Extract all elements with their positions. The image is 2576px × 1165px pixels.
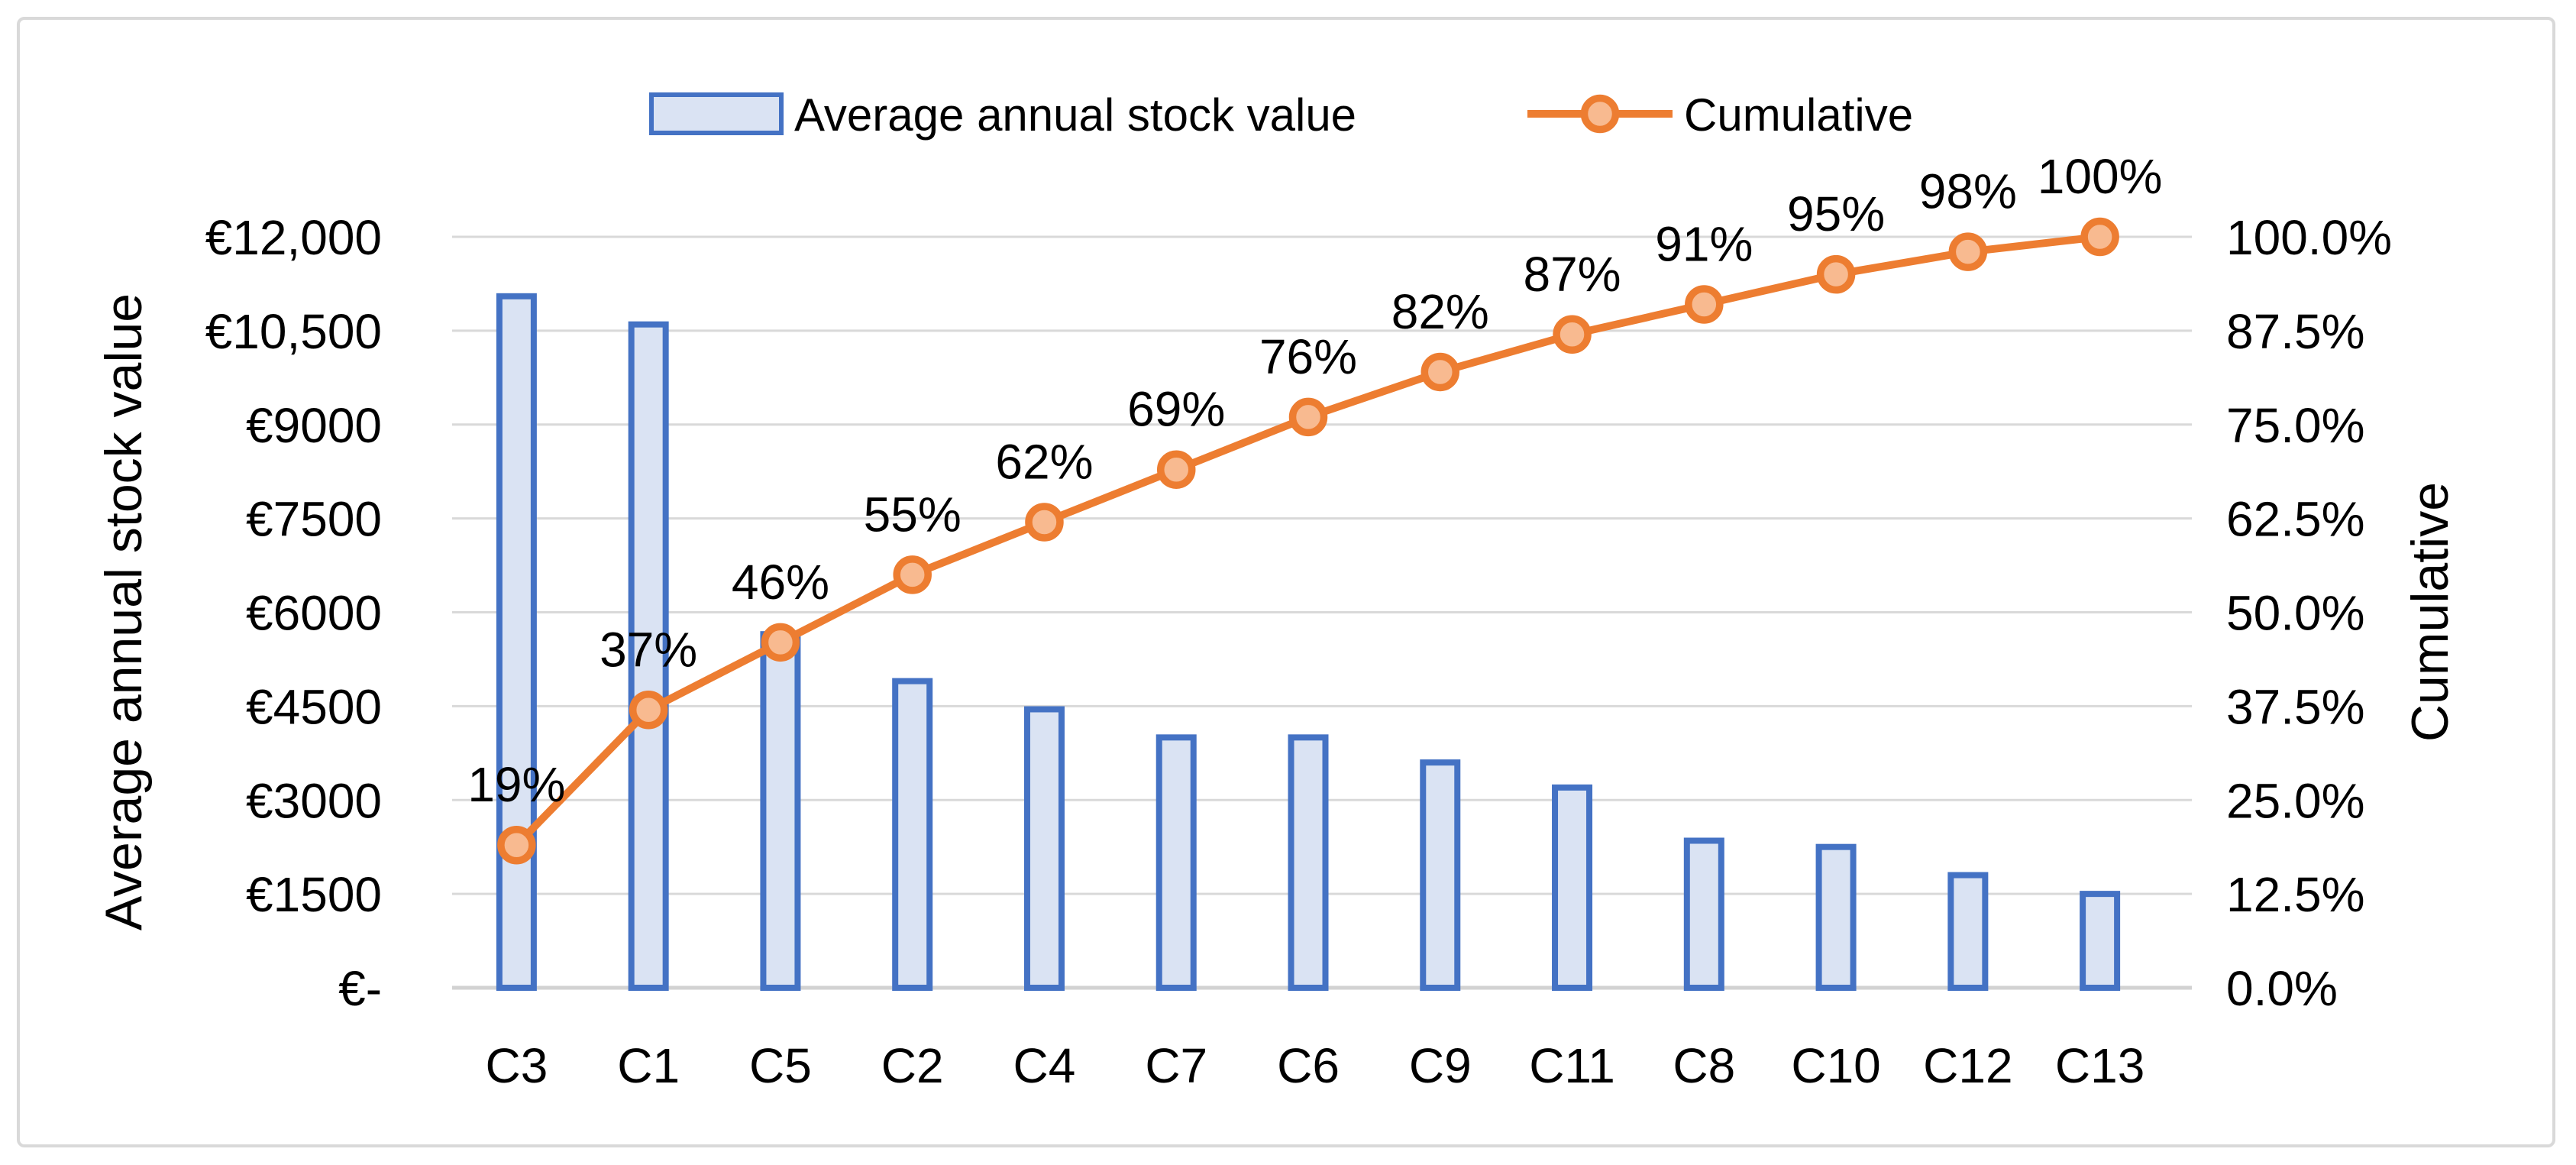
category-label: C1 xyxy=(617,1038,680,1093)
left-axis-tick-label: €7500 xyxy=(246,492,382,547)
cumulative-data-label: 100% xyxy=(2038,149,2163,204)
cumulative-data-label: 76% xyxy=(1259,329,1357,384)
right-axis-tick-label: 37.5% xyxy=(2226,679,2364,734)
right-axis-tick-label: 62.5% xyxy=(2226,492,2364,547)
cumulative-marker xyxy=(1553,315,1592,354)
cumulative-marker xyxy=(629,691,668,730)
category-label: C8 xyxy=(1673,1038,1735,1093)
left-axis-tick-label: €9000 xyxy=(246,398,382,453)
right-axis-tick-label: 87.5% xyxy=(2226,304,2364,359)
category-label: C6 xyxy=(1277,1038,1340,1093)
cumulative-data-label: 62% xyxy=(995,435,1093,490)
cumulative-marker xyxy=(1421,352,1460,392)
legend-line-label: Cumulative xyxy=(1684,89,1913,141)
cumulative-marker xyxy=(1288,397,1328,437)
cumulative-data-labels: 19% 37% 46% 55% 62% 69% 76% 82% 87% 91% 95% 98% 100% xyxy=(467,149,2162,812)
bar xyxy=(1552,784,1593,992)
legend-line-swatch-icon xyxy=(1527,94,1673,134)
cumulative-marker xyxy=(497,825,536,865)
cumulative-marker xyxy=(761,623,800,662)
cumulative-marker xyxy=(1025,503,1064,542)
right-axis-tick-label: 0.0% xyxy=(2226,961,2338,1016)
right-axis-tick-label: 25.0% xyxy=(2226,773,2364,828)
category-label: C2 xyxy=(881,1038,944,1093)
right-axis-tick-label: 12.5% xyxy=(2226,867,2364,922)
cumulative-marker xyxy=(1816,254,1856,294)
category-label: C12 xyxy=(1923,1038,2012,1093)
cumulative-data-label: 19% xyxy=(467,757,565,812)
bar xyxy=(1288,734,1329,991)
category-label: C5 xyxy=(749,1038,812,1093)
left-axis-tick-label: €- xyxy=(338,961,382,1016)
bar xyxy=(1815,843,1857,991)
bars xyxy=(496,293,2121,992)
left-axis-tick-label: €12,000 xyxy=(205,210,382,265)
bar xyxy=(1683,837,1724,992)
cumulative-data-label: 95% xyxy=(1787,186,1885,241)
cumulative-data-label: 46% xyxy=(732,555,829,610)
legend-line-marker xyxy=(1580,94,1620,134)
left-axis-tick-label: €6000 xyxy=(246,586,382,641)
right-axis-tick-label: 50.0% xyxy=(2226,586,2364,641)
bar xyxy=(892,678,933,991)
bar xyxy=(1420,759,1461,991)
bar xyxy=(1155,734,1197,991)
bar xyxy=(1023,706,1065,991)
category-label: C7 xyxy=(1145,1038,1207,1093)
cumulative-data-label: 82% xyxy=(1391,284,1489,339)
right-axis-tick-labels: 0.0% 12.5% 25.0% 37.5% 50.0% 62.5% 75.0% 87.5% 1… xyxy=(2226,210,2392,1016)
right-axis-tick-label: 100.0% xyxy=(2226,210,2392,265)
right-axis-tick-label: 75.0% xyxy=(2226,398,2364,453)
left-axis-tick-label: €10,500 xyxy=(205,304,382,359)
chart-frame xyxy=(17,17,2555,1147)
bar xyxy=(2080,891,2121,991)
right-axis-title: Cumulative xyxy=(2401,482,2459,742)
category-label: C13 xyxy=(2055,1038,2145,1093)
cumulative-data-label: 37% xyxy=(600,622,697,677)
cumulative-marker xyxy=(893,555,932,594)
category-label: C3 xyxy=(485,1038,548,1093)
cumulative-marker xyxy=(2080,217,2119,257)
category-labels: C3 C1 C5 C2 C4 C7 C6 C9 C11 C8 C10 C12 C13 xyxy=(485,1038,2145,1093)
category-label: C10 xyxy=(1791,1038,1880,1093)
cumulative-data-label: 98% xyxy=(1919,164,2017,219)
cumulative-marker xyxy=(1156,450,1196,489)
legend-bar-label: Average annual stock value xyxy=(794,89,1356,141)
cumulative-data-label: 87% xyxy=(1523,247,1621,302)
cumulative-data-label: 91% xyxy=(1655,216,1753,271)
left-axis-tick-labels: €- €1500 €3000 €4500 €6000 €7500 €9000 €10,500 €… xyxy=(205,210,382,1016)
left-axis-tick-label: €1500 xyxy=(246,867,382,922)
category-label: C4 xyxy=(1013,1038,1076,1093)
bar xyxy=(496,293,537,991)
bar xyxy=(628,321,669,991)
cumulative-marker xyxy=(1948,232,1988,271)
cumulative-markers xyxy=(497,217,2119,865)
cumulative-marker xyxy=(1685,285,1724,324)
bar xyxy=(1947,872,1989,992)
legend: Average annual stock value Cumulative xyxy=(649,89,1913,141)
category-label: C11 xyxy=(1529,1038,1615,1093)
cumulative-data-label: 69% xyxy=(1127,382,1225,437)
left-axis-title: Average annual stock value xyxy=(95,293,153,930)
category-label: C9 xyxy=(1409,1038,1472,1093)
bar xyxy=(760,631,801,991)
left-axis-tick-label: €4500 xyxy=(246,679,382,734)
left-axis-tick-label: €3000 xyxy=(246,773,382,828)
legend-bar-swatch-icon xyxy=(649,92,784,135)
cumulative-data-label: 55% xyxy=(864,487,962,542)
